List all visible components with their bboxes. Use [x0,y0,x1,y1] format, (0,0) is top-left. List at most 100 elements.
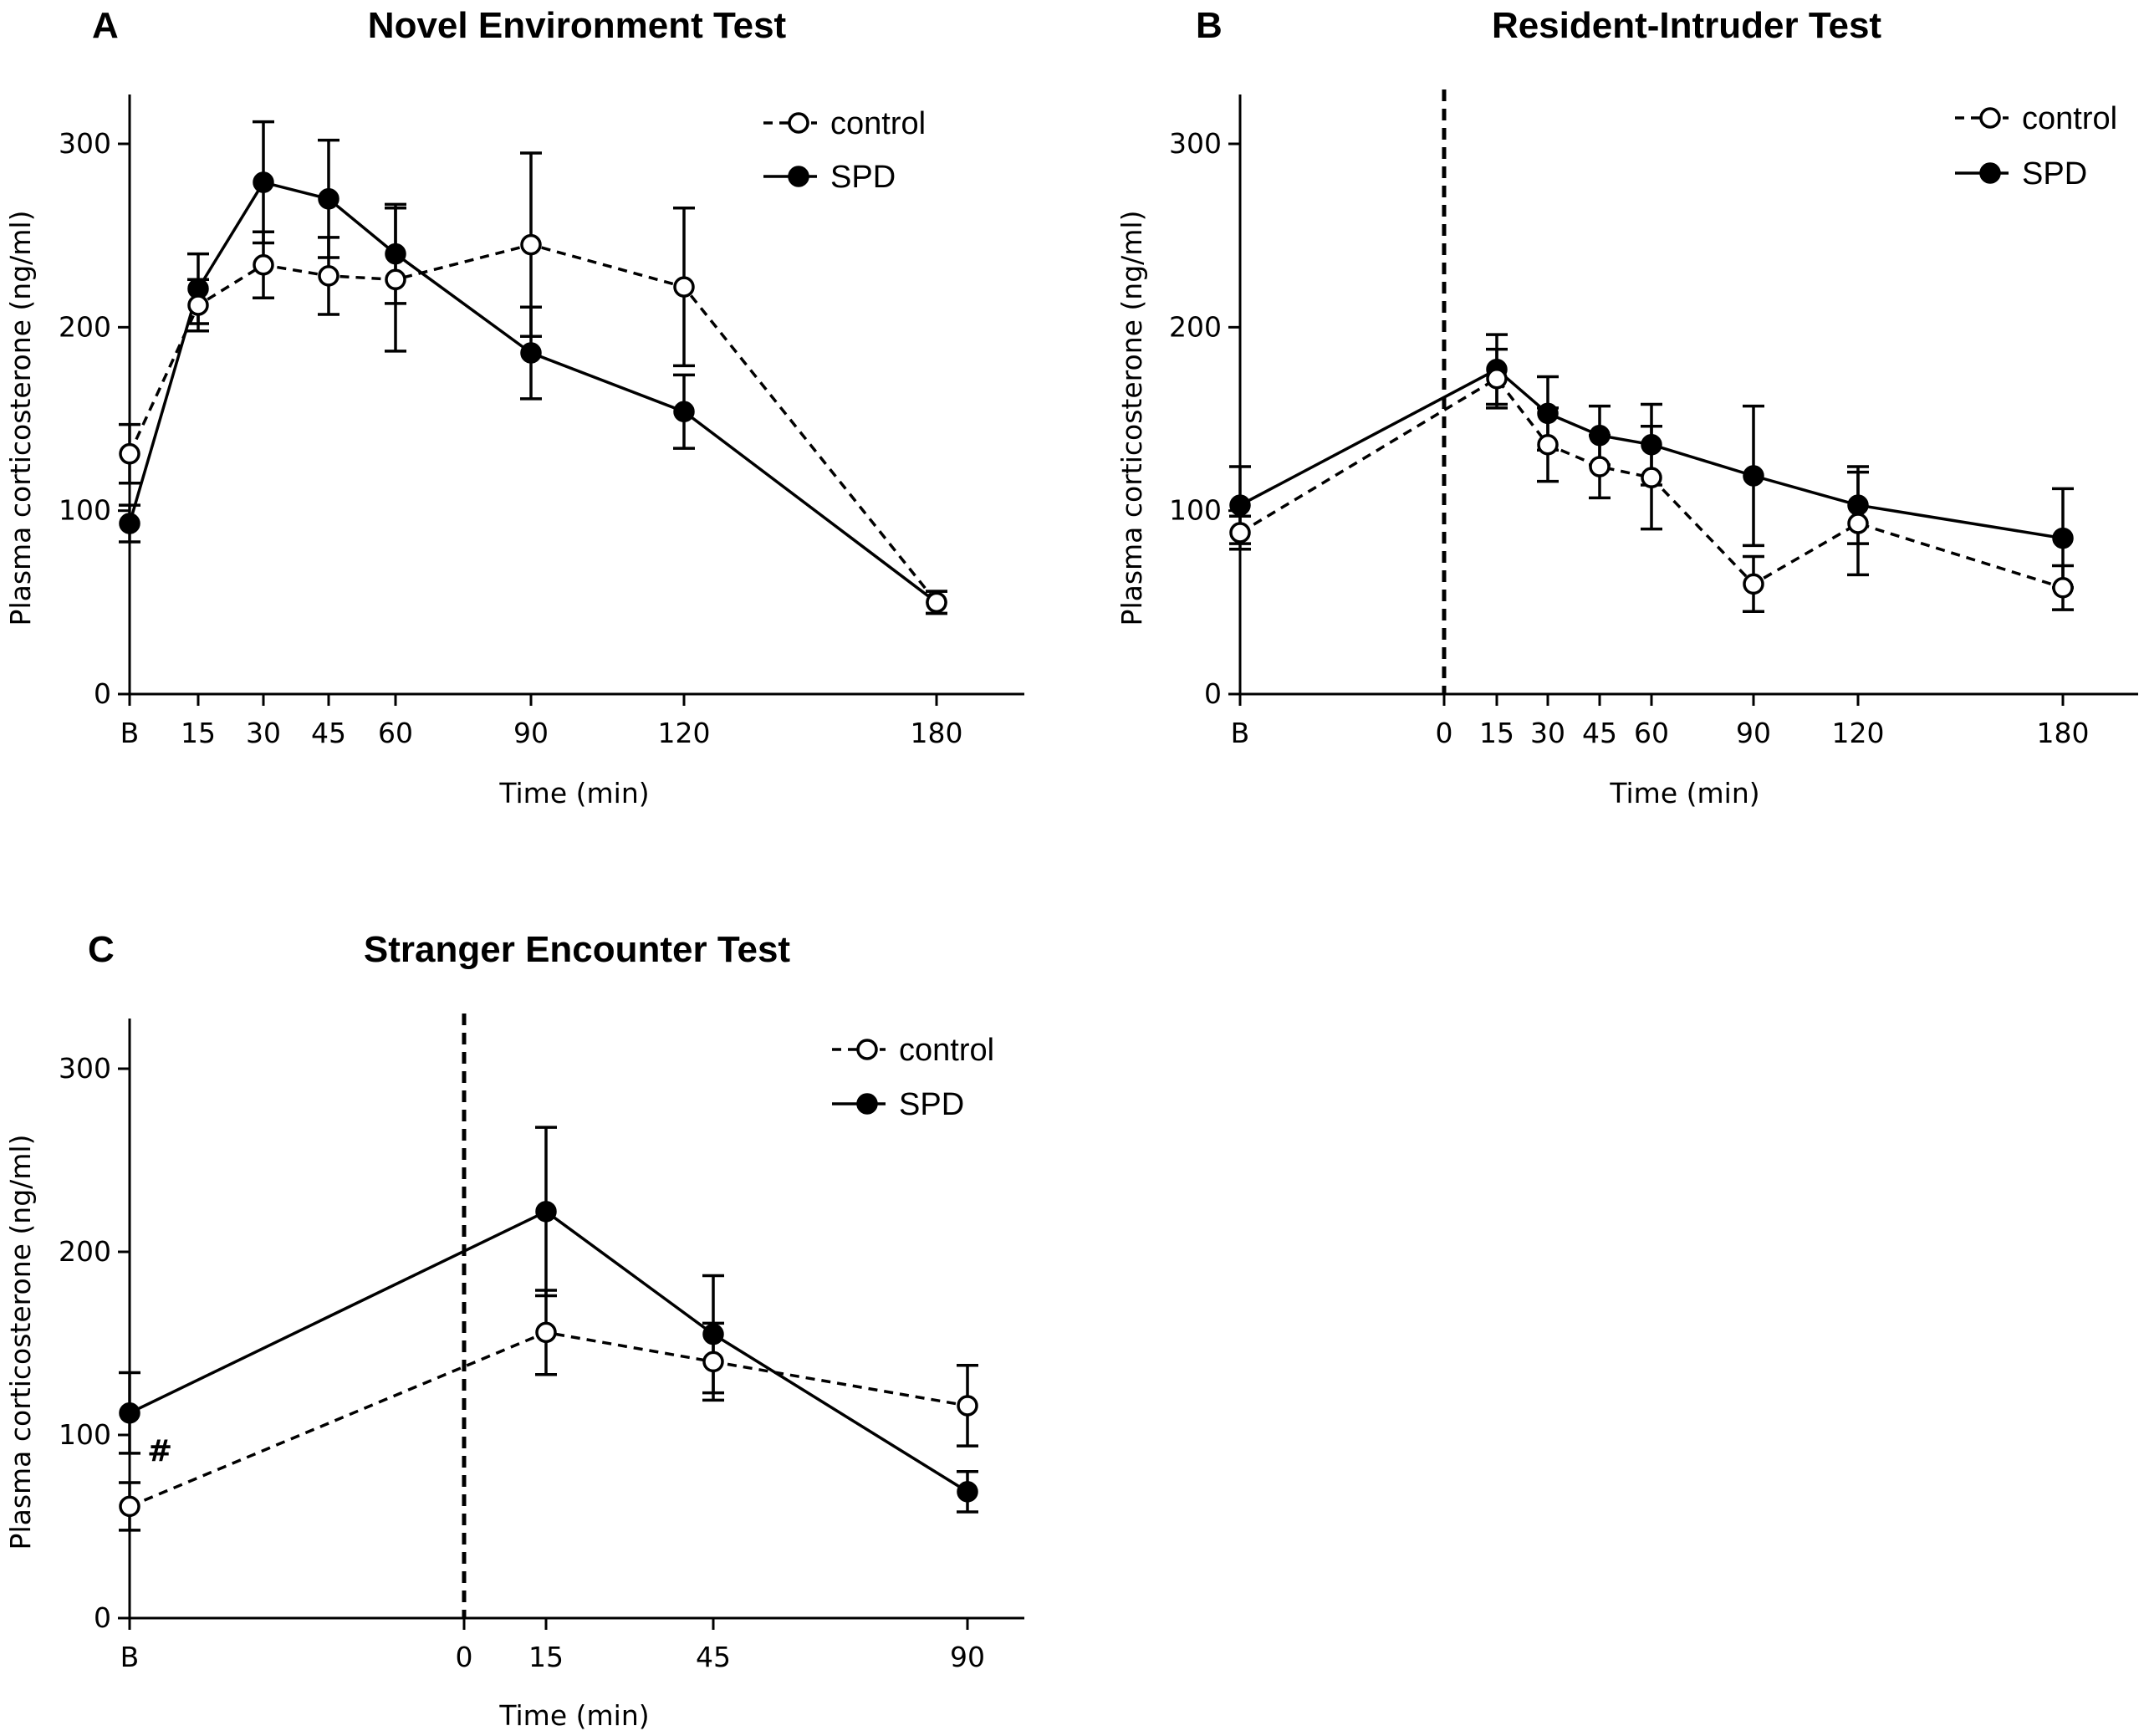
data-point-control-b [1743,573,1764,595]
x-tick-label-a: 120 [658,717,711,749]
y-tick-label-c: 300 [59,1052,111,1085]
data-point-control-a [318,265,339,287]
y-axis-label-b: Plasma corticosterone (ng/ml) [1115,211,1148,626]
y-tick-label-b: 100 [1169,494,1222,527]
series-line-SPD-c [129,1209,968,1493]
legend-a: control SPD [763,106,926,195]
data-point-control-b [1486,367,1508,390]
chart-title-b: Resident-Intruder Test [1492,5,1881,46]
x-axis-label-a: Time (min) [498,777,649,809]
legend-label-SPD: SPD [899,1087,964,1122]
x-tick-label-a: B [120,717,140,749]
series-line-SPD-a [128,181,938,604]
legend-label-control: control [830,106,926,141]
series-line-control-b [1239,376,2064,590]
data-point-control-a [520,233,542,256]
panel-letter-c: C [88,929,115,970]
y-axis-label-a: Plasma corticosterone (ng/ml) [4,211,37,626]
y-tick-label-a: 300 [59,127,111,160]
y-tick-label-b: 0 [1204,677,1222,710]
x-tick-label-c: 0 [456,1641,473,1673]
data-point-SPD-b [2052,527,2074,549]
data-point-control-c [119,1495,140,1518]
data-point-SPD-c [957,1481,978,1503]
y-tick-label-a: 200 [59,310,111,343]
data-point-SPD-a [119,513,140,534]
x-axis-label-c: Time (min) [498,1699,649,1732]
data-point-SPD-b [1743,465,1764,487]
legend-marker-SPD [788,166,809,187]
data-point-SPD-a [385,243,406,265]
y-tick-label-a: 0 [94,677,111,710]
x-tick-label-a: 180 [911,717,963,749]
chart-title-a: Novel Environment Test [368,5,787,46]
data-point-SPD-a [673,401,695,422]
x-tick-label-a: 45 [311,717,346,749]
data-point-SPD-b [1589,424,1611,447]
x-tick-label-a: 60 [378,717,413,749]
data-point-control-a [187,294,209,316]
y-tick-label-b: 300 [1169,127,1222,160]
legend-marker-SPD [856,1093,878,1115]
data-point-SPD-b [1537,402,1559,425]
series-line-control-a [128,243,938,604]
data-point-control-b [1641,467,1662,488]
data-point-control-a [926,591,947,614]
data-point-control-a [119,442,140,465]
data-point-SPD-a [318,188,339,210]
y-tick-label-a: 100 [59,494,111,527]
legend-marker-control [788,112,809,134]
y-tick-label-c: 200 [59,1235,111,1268]
x-tick-label-b: B [1231,717,1250,749]
panel-letter-b: B [1196,5,1223,46]
data-point-control-b [1847,513,1869,534]
data-point-control-b [1229,522,1251,544]
data-point-control-b [1537,433,1559,456]
data-point-SPD-b [1229,494,1251,516]
legend-label-control: control [2022,101,2117,136]
x-tick-label-b: 60 [1634,717,1669,749]
x-tick-label-a: 90 [513,717,549,749]
legend-label-SPD: SPD [2022,156,2087,191]
x-tick-label-b: 90 [1736,717,1771,749]
x-tick-label-b: 45 [1582,717,1617,749]
x-axis-label-b: Time (min) [1609,777,1759,809]
panel-c: C Stranger Encounter Test Plasma cortico… [4,929,1024,1732]
data-point-control-c [702,1351,724,1373]
series-line-control-c [129,1330,968,1509]
data-point-SPD-c [119,1402,140,1424]
x-tick-label-b: 15 [1479,717,1514,749]
legend-label-SPD: SPD [830,160,896,195]
panel-letter-a: A [92,5,119,46]
data-point-control-c [535,1321,557,1344]
legend-marker-control [856,1039,878,1060]
x-tick-label-b: 180 [2037,717,2090,749]
data-point-control-a [673,276,695,298]
data-point-control-b [2052,577,2074,599]
x-tick-label-b: 0 [1436,717,1453,749]
y-axis-label-c: Plasma corticosterone (ng/ml) [4,1135,37,1550]
data-point-SPD-c [702,1323,724,1345]
legend-marker-SPD [1979,162,2001,184]
legend-label-control: control [899,1033,994,1068]
x-tick-label-b: 120 [1832,717,1885,749]
x-tick-label-a: 30 [246,717,281,749]
y-tick-label-c: 0 [94,1601,111,1634]
panel-b: B Resident-Intruder Test Plasma corticos… [1115,5,2138,809]
plot-area-a: 0 100 200 300 B 15 30 45 60 90 120 180 control SPD [59,94,1024,749]
data-point-SPD-c [535,1201,557,1223]
x-tick-label-c: 90 [950,1641,985,1673]
y-tick-label-c: 100 [59,1418,111,1451]
x-tick-label-c: 45 [696,1641,731,1673]
legend-b: control SPD [1955,101,2117,191]
data-point-control-c [957,1395,978,1417]
data-point-SPD-b [1641,433,1662,456]
data-point-control-a [385,268,406,291]
x-tick-label-c: 15 [528,1641,564,1673]
x-tick-label-b: 30 [1530,717,1565,749]
data-point-SPD-a [520,342,542,364]
data-point-control-a [253,254,274,276]
x-tick-label-c: B [120,1641,140,1673]
